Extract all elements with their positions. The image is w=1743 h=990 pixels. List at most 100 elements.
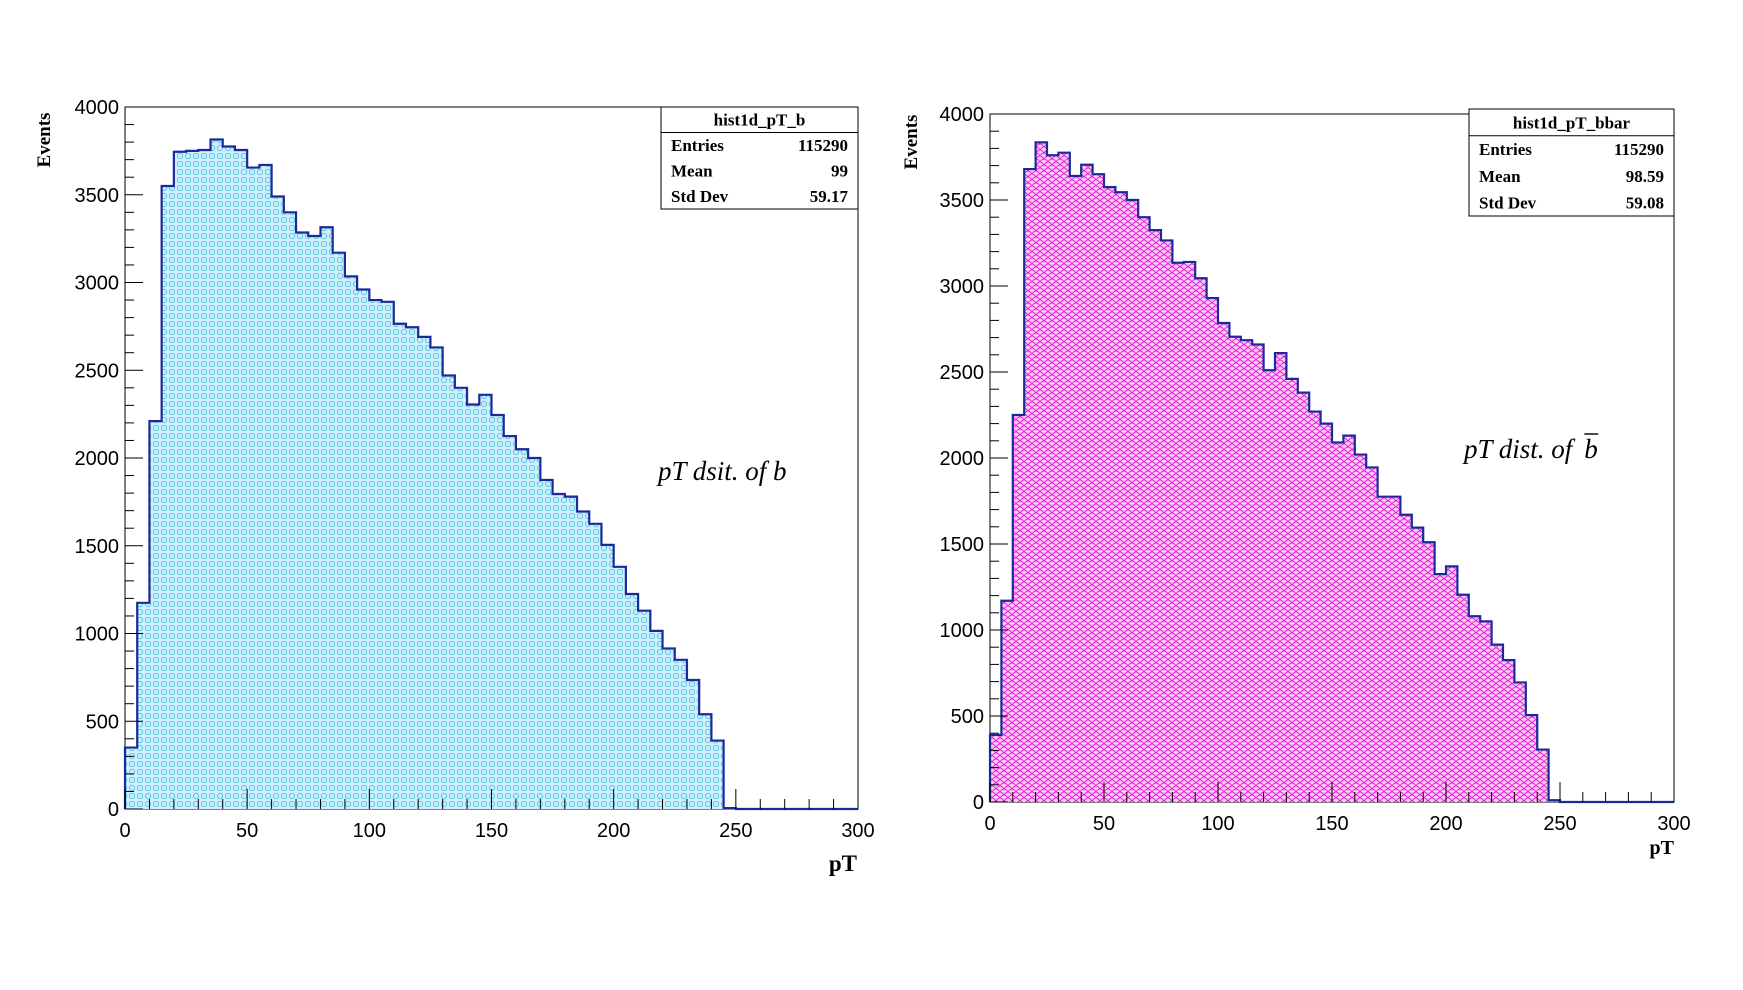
histogram-bar bbox=[1457, 594, 1470, 802]
stats-row-label: Entries bbox=[671, 136, 724, 155]
y-tick-label: 500 bbox=[951, 706, 984, 728]
histogram-panel-2: 0 50 100 150 200 250 3000500100015002000250030… bbox=[901, 104, 1691, 859]
x-tick-label: 0 bbox=[119, 820, 130, 842]
y-tick-label: 2000 bbox=[75, 448, 120, 470]
x-tick-label: 250 bbox=[1543, 813, 1576, 835]
histogram-bar bbox=[271, 196, 285, 809]
histogram-bars bbox=[990, 142, 1561, 803]
y-tick-label: 1000 bbox=[940, 620, 985, 642]
histogram-bar bbox=[1012, 415, 1025, 802]
y-tick-label: 500 bbox=[86, 711, 119, 733]
histogram-bar bbox=[1366, 467, 1379, 802]
histogram-bar bbox=[990, 734, 1002, 802]
histogram-bar bbox=[1001, 600, 1014, 802]
stats-row-label: Std Dev bbox=[671, 187, 729, 206]
histogram-bar bbox=[1081, 164, 1094, 803]
plot-annotation: pT dsit. of b bbox=[656, 456, 787, 486]
x-tick-label: 100 bbox=[1201, 813, 1234, 835]
histogram-bar bbox=[247, 167, 260, 810]
stats-row-value: 99 bbox=[831, 161, 848, 180]
y-tick-label: 4000 bbox=[940, 104, 985, 126]
histogram-bar bbox=[699, 714, 712, 809]
x-tick-label: 300 bbox=[1657, 813, 1690, 835]
stats-row-value: 115290 bbox=[798, 136, 848, 155]
histogram-bar bbox=[369, 300, 383, 809]
histogram-bar bbox=[1537, 749, 1550, 802]
stats-box: hist1d_pT_bbar Entries 115290 Mean 98.59 Std … bbox=[1468, 108, 1675, 217]
histogram-bar bbox=[149, 421, 163, 809]
histogram-bar bbox=[1434, 574, 1447, 802]
histogram-bar bbox=[393, 323, 407, 809]
histogram-bar bbox=[674, 659, 688, 809]
histogram-bar bbox=[1275, 353, 1287, 802]
histogram-bar bbox=[1035, 142, 1048, 802]
y-tick-label: 1500 bbox=[940, 534, 985, 556]
histogram-bar bbox=[1058, 152, 1071, 802]
stats-row-label: Entries bbox=[1479, 140, 1532, 159]
stats-row-label: Std Dev bbox=[1479, 194, 1537, 213]
histogram-bar bbox=[1503, 660, 1515, 802]
x-axis-title: pT bbox=[829, 851, 857, 876]
stats-row-label: Mean bbox=[671, 161, 713, 180]
annotation-symbol: b bbox=[1584, 434, 1598, 464]
histogram-bar bbox=[1332, 442, 1344, 802]
histogram-bar bbox=[1229, 336, 1242, 802]
histogram-bar bbox=[1480, 621, 1493, 802]
y-tick-label: 1000 bbox=[75, 624, 120, 646]
x-axis: 0 50 100 150 200 250 300 bbox=[119, 789, 875, 842]
histogram-bar bbox=[1047, 155, 1059, 802]
x-tick-label: 300 bbox=[841, 820, 874, 842]
stats-box-title: hist1d_pT_b bbox=[714, 110, 806, 129]
histogram-bar bbox=[1252, 344, 1265, 802]
histogram-bar bbox=[552, 493, 566, 809]
stats-box-frame bbox=[660, 106, 859, 210]
histogram-bar bbox=[1525, 715, 1538, 802]
plot-annotation: pT dist. of bbox=[1462, 434, 1576, 464]
x-tick-label: 0 bbox=[984, 813, 995, 835]
y-axis: 0 500 1000 1500 2000 2500 3000 3500 4000 bbox=[940, 104, 1008, 814]
stats-row-label: Mean bbox=[1479, 167, 1521, 186]
histogram-bar bbox=[1389, 496, 1401, 802]
histogram-panel-1: 0 50 100 150 200 250 3000500100015002000250030… bbox=[34, 97, 875, 876]
histogram-bar bbox=[1149, 230, 1162, 803]
histogram-bar bbox=[564, 496, 578, 809]
stats-row-value: 98.59 bbox=[1626, 167, 1664, 186]
x-axis: 0 50 100 150 200 250 300 bbox=[984, 782, 1691, 835]
histogram-bar bbox=[1104, 187, 1116, 803]
histogram-bar bbox=[234, 149, 248, 809]
histogram-bar bbox=[1423, 542, 1436, 802]
histogram-bar bbox=[503, 436, 517, 809]
histogram-bar bbox=[1343, 435, 1356, 802]
y-tick-label: 2000 bbox=[940, 448, 985, 470]
y-axis-title: Events bbox=[901, 115, 922, 170]
histogram-bar bbox=[198, 149, 212, 809]
histogram-bar bbox=[1172, 262, 1185, 802]
histogram-bar bbox=[344, 276, 358, 809]
histogram-bar bbox=[1286, 378, 1299, 802]
histogram-bar bbox=[1024, 169, 1037, 803]
histogram-bar bbox=[1377, 496, 1390, 802]
histogram-bar bbox=[161, 185, 175, 810]
histogram-bar bbox=[638, 610, 651, 809]
histogram-bar bbox=[1411, 527, 1424, 802]
histogram-bar bbox=[1491, 644, 1504, 802]
histogram-bar bbox=[479, 394, 492, 809]
x-tick-label: 50 bbox=[236, 820, 258, 842]
y-tick-label: 0 bbox=[108, 799, 119, 821]
histogram-bar bbox=[491, 415, 505, 809]
x-axis-title: pT bbox=[1650, 837, 1675, 859]
y-tick-label: 1500 bbox=[75, 536, 120, 558]
histogram-bar bbox=[259, 164, 273, 810]
histogram-bar bbox=[173, 151, 187, 809]
histogram-bar bbox=[1092, 174, 1105, 802]
histogram-bar bbox=[589, 523, 602, 809]
x-tick-label: 150 bbox=[475, 820, 508, 842]
histogram-bar bbox=[1115, 192, 1128, 802]
histogram-bar bbox=[1263, 370, 1276, 802]
y-axis: 0 500 1000 1500 2000 2500 3000 3500 4000 bbox=[75, 97, 143, 821]
histogram-bar bbox=[625, 594, 639, 809]
histogram-bar bbox=[137, 602, 150, 809]
y-tick-label: 2500 bbox=[940, 362, 985, 384]
histogram-bar bbox=[1240, 340, 1253, 802]
